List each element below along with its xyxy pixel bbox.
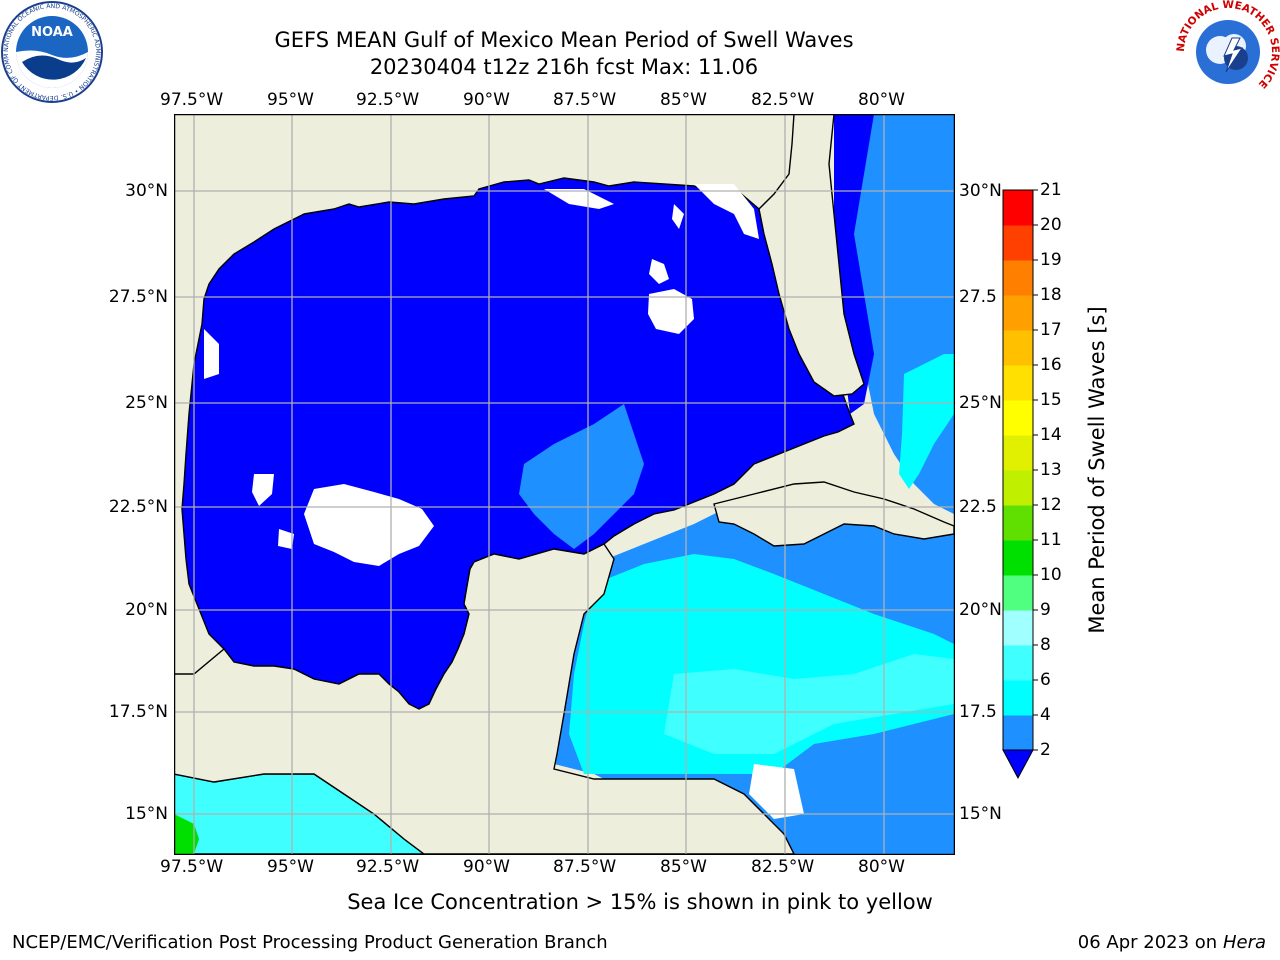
- colorbar-segment: [1003, 435, 1033, 471]
- footer-host: Hera: [1222, 932, 1266, 953]
- lon-label-bottom: 80°W: [858, 857, 905, 877]
- chart-title: GEFS MEAN Gulf of Mexico Mean Period of …: [274, 28, 854, 52]
- lat-label-right: 15°N: [959, 804, 1002, 824]
- colorbar-tick-label: 15: [1040, 390, 1062, 410]
- colorbar-segment: [1003, 575, 1033, 611]
- lon-label-bottom: 97.5°W: [160, 857, 224, 877]
- colorbar-segment: [1003, 715, 1033, 751]
- lon-label-bottom: 82.5°W: [751, 857, 815, 877]
- colorbar-tick-label: 12: [1040, 495, 1062, 515]
- lat-label-right: 20°N: [959, 600, 1002, 620]
- footer-date: 06 Apr 2023 on Hera: [1078, 932, 1266, 953]
- lon-label-top: 87.5°W: [553, 90, 617, 110]
- colorbar-segment: [1003, 680, 1033, 716]
- colorbar: [1002, 189, 1038, 780]
- lat-label-left: 22.5°N: [108, 497, 168, 517]
- lon-label-top: 85°W: [660, 90, 707, 110]
- colorbar-tick-label: 13: [1040, 460, 1062, 480]
- colorbar-tick-label: 14: [1040, 425, 1062, 445]
- colorbar-segment: [1003, 540, 1033, 576]
- colorbar-segment: [1003, 505, 1033, 541]
- colorbar-segment: [1003, 645, 1033, 681]
- gridlines: [174, 114, 954, 854]
- lon-label-bottom: 92.5°W: [356, 857, 420, 877]
- lat-label-right: 27.5: [959, 287, 997, 307]
- nws-logo: NATIONAL WEATHER SERVICE: [1176, 0, 1280, 102]
- colorbar-segment: [1003, 190, 1033, 226]
- colorbar-under-extension: [1002, 749, 1034, 780]
- gulf-interior-tongue: [519, 404, 644, 549]
- lon-label-bottom: 95°W: [267, 857, 314, 877]
- colorbar-segment: [1003, 470, 1033, 506]
- caribbean-pale: [664, 654, 954, 754]
- lat-label-left: 25°N: [125, 393, 168, 413]
- colorbar-segment: [1003, 365, 1033, 401]
- lon-label-bottom: 85°W: [660, 857, 707, 877]
- lon-label-top: 90°W: [463, 90, 510, 110]
- lat-label-left: 17.5°N: [108, 702, 168, 722]
- yucatan: [174, 543, 795, 854]
- colorbar-tick-label: 11: [1040, 530, 1062, 550]
- lon-label-bottom: 90°W: [463, 857, 510, 877]
- cuba: [713, 481, 954, 547]
- colorbar-tick-label: 9: [1040, 600, 1051, 620]
- lon-label-top: 80°W: [858, 90, 905, 110]
- lon-label-top: 95°W: [267, 90, 314, 110]
- noaa-logo: NATIONAL OCEANIC AND ATMOSPHERIC ADMINIS…: [0, 0, 103, 103]
- lat-label-right: 25°N: [959, 393, 1002, 413]
- map-frame: [174, 114, 955, 855]
- colorbar-tick-label: 2: [1040, 740, 1051, 760]
- lon-label-top: 92.5°W: [356, 90, 420, 110]
- colorbar-segment: [1003, 330, 1033, 366]
- lat-label-left: 20°N: [125, 600, 168, 620]
- noaa-logo-text: NOAA: [31, 25, 73, 40]
- lon-label-top: 82.5°W: [751, 90, 815, 110]
- lon-label-top: 97.5°W: [160, 90, 224, 110]
- colorbar-tick-label: 21: [1040, 180, 1062, 200]
- lon-label-bottom: 87.5°W: [553, 857, 617, 877]
- colorbar-tick-label: 19: [1040, 250, 1062, 270]
- lat-label-left: 30°N: [125, 181, 168, 201]
- footer-credit: NCEP/EMC/Verification Post Processing Pr…: [12, 932, 608, 953]
- colorbar-tick-label: 10: [1040, 565, 1062, 585]
- colorbar-tick-label: 17: [1040, 320, 1062, 340]
- lat-label-left: 15°N: [125, 804, 168, 824]
- colorbar-tick-label: 20: [1040, 215, 1062, 235]
- colorbar-segment: [1003, 400, 1033, 436]
- colorbar-segment: [1003, 295, 1033, 331]
- florida-straits-cyan: [899, 354, 954, 489]
- footer-date-text: 06 Apr 2023 on: [1077, 932, 1223, 953]
- colorbar-tick-label: 16: [1040, 355, 1062, 375]
- lat-label-right: 17.5: [959, 702, 997, 722]
- lat-label-right: 22.5: [959, 497, 997, 517]
- lat-label-left: 27.5°N: [108, 287, 168, 307]
- colorbar-segment: [1003, 225, 1033, 261]
- colorbar-segment: [1003, 260, 1033, 296]
- map-plot: [174, 114, 955, 855]
- east-pacific-green: [174, 814, 199, 854]
- colorbar-tick-label: 18: [1040, 285, 1062, 305]
- chart-subtitle: 20230404 t12z 216h fcst Max: 11.06: [369, 55, 759, 79]
- sea-ice-caption: Sea Ice Concentration > 15% is shown in …: [347, 890, 933, 914]
- colorbar-tick-label: 4: [1040, 705, 1051, 725]
- lat-label-right: 30°N: [959, 181, 1002, 201]
- colorbar-title: Mean Period of Swell Waves [s]: [1085, 306, 1109, 634]
- missing-data-patches: [204, 184, 804, 819]
- colorbar-segment: [1003, 610, 1033, 646]
- colorbar-tick-label: 6: [1040, 670, 1051, 690]
- colorbar-tick-label: 8: [1040, 635, 1051, 655]
